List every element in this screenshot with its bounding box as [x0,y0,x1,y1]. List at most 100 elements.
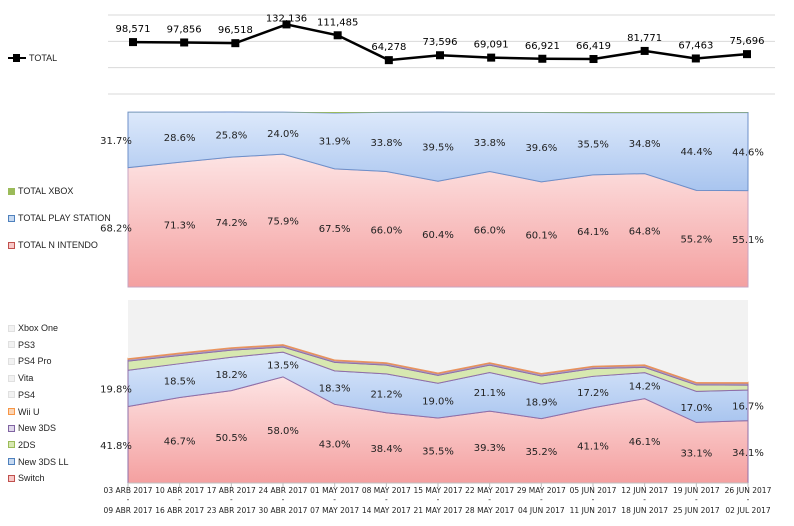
playstation-pct-label: 31.9% [319,136,351,147]
legend-label: Wii U [18,406,40,417]
nintendo-pct-label: 55.2% [680,235,712,246]
swatch-icon [8,341,15,349]
x-tick-label-end: 16 ABR 2017 [155,506,204,515]
playstation-pct-label: 44.4% [680,147,712,158]
legend-total: TOTAL [8,53,57,63]
legend-total-playstation: TOTAL PLAY STATION [8,213,111,223]
legend-label: 2DS [18,439,36,450]
legend-label: Vita [18,373,34,384]
x-tick-label-start: 05 JUN 2017 [570,486,617,495]
legend-ps3: PS3 [8,340,35,350]
x-tick-label-end: 23 ABR 2017 [207,506,256,515]
x-tick-label-start: 01 MAY 2017 [310,486,359,495]
playstation-pct-label: 39.5% [422,143,454,154]
line-marker-icon [8,54,26,62]
new3dsll-pct-label: 21.1% [474,388,506,399]
console-area-ps4-pro [128,300,748,302]
x-tick-label-end: 25 JUN 2017 [673,506,720,515]
playstation-pct-label: 24.0% [267,129,299,140]
switch-pct-label: 38.4% [370,444,402,455]
console-area-wii-u [127,343,749,384]
new3dsll-pct-label: 21.2% [370,389,402,400]
x-tick-separator: - [695,495,698,504]
playstation-pct-label: 35.5% [577,139,609,150]
new3dsll-pct-label: 19.0% [422,397,454,408]
console-area-xbox-one [128,300,748,302]
legend-new-3ds: New 3DS [8,423,56,433]
swatch-icon [8,241,15,249]
switch-pct-label: 46.1% [629,437,661,448]
legend-wii-u: Wii U [8,407,40,417]
legend-label: PS4 [18,389,36,400]
x-tick-label-start: 12 JUN 2017 [621,486,668,495]
new3dsll-pct-label: 14.2% [629,382,661,393]
x-tick-separator: - [488,495,491,504]
legend-total-nintendo: TOTAL N INTENDO [8,240,98,250]
x-tick-label-start: 26 JUN 2017 [725,486,772,495]
x-tick-separator: - [333,495,336,504]
total-marker [436,51,444,60]
swatch-icon [8,408,15,415]
nintendo-pct-label: 66.0% [370,225,402,236]
x-tick-label-start: 24 ABR 2017 [259,486,308,495]
legend-label: TOTAL XBOX [18,186,74,196]
playstation-pct-label: 39.6% [525,143,557,154]
x-tick-label-end: 14 MAY 2017 [362,506,411,515]
new3dsll-pct-label: 18.3% [319,384,351,395]
x-tick-label-start: 29 MAY 2017 [517,486,566,495]
share-area-total-xbox [128,112,748,114]
legend-label: TOTAL N INTENDO [18,240,98,250]
nintendo-pct-label: 66.0% [474,225,506,236]
total-data-label: 64,278 [371,42,406,53]
x-tick-separator: - [178,495,181,504]
legend-label: New 3DS LL [18,456,69,467]
total-data-label: 97,856 [167,24,202,35]
new3dsll-pct-label: 16.7% [732,401,764,412]
swatch-icon [8,391,15,399]
legend-label: PS4 Pro [18,356,52,367]
x-tick-label-start: 08 MAY 2017 [362,486,411,495]
legend-total-xbox: TOTAL XBOX [8,186,73,196]
new3dsll-pct-label: 18.2% [215,370,247,381]
total-marker [589,55,598,64]
total-marker [538,54,547,63]
switch-pct-label: 39.3% [474,443,506,454]
playstation-pct-label: 34.8% [629,139,661,150]
total-marker [384,56,393,65]
legend-label: TOTAL [29,53,58,63]
total-data-label: 96,518 [218,25,253,36]
x-tick-separator: - [282,495,285,504]
swatch-icon [8,474,15,482]
x-tick-separator: - [127,495,130,504]
playstation-pct-label: 28.6% [164,133,196,144]
total-marker [333,31,342,40]
legend-label: Switch [18,473,45,484]
total-marker [691,54,700,63]
legend-2ds: 2DS [8,440,36,450]
switch-pct-label: 46.7% [164,436,196,447]
x-tick-label-end: 07 MAY 2017 [310,506,359,515]
swatch-icon [8,357,15,365]
total-marker [282,20,291,29]
switch-pct-label: 43.0% [319,440,351,451]
total-data-label: 73,596 [423,37,458,48]
legend-ps4-pro: PS4 Pro [8,356,52,366]
swatch-icon [8,441,15,449]
x-tick-label-start: 19 JUN 2017 [673,486,720,495]
total-marker [231,39,240,48]
nintendo-pct-label: 68.2% [100,223,132,234]
x-tick-separator: - [437,495,440,504]
x-tick-label-end: 30 ABR 2017 [259,506,308,515]
new3dsll-pct-label: 17.0% [680,403,712,414]
total-data-label: 132,136 [266,13,307,24]
total-data-label: 111,485 [317,17,358,28]
x-tick-label-start: 22 MAY 2017 [465,486,514,495]
nintendo-pct-label: 67.5% [319,224,351,235]
x-tick-separator: - [592,495,595,504]
new3dsll-pct-label: 18.5% [164,377,196,388]
total-data-label: 66,921 [525,41,560,52]
x-tick-label-end: 28 MAY 2017 [465,506,514,515]
switch-pct-label: 58.0% [267,426,299,437]
